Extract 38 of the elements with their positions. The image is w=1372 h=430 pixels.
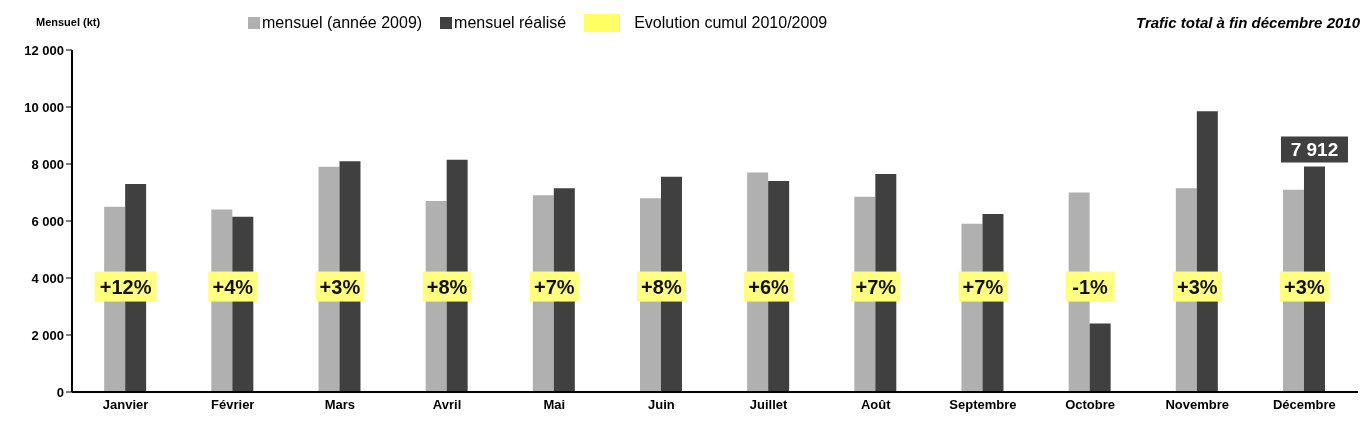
annotation: +7%	[962, 275, 1004, 298]
x-tick-label: Octobre	[1065, 397, 1116, 413]
y-axis-title: Mensuel (kt)	[36, 16, 101, 28]
x-tick-label: Juillet	[749, 397, 789, 413]
legend-label: mensuel (année 2009)	[262, 14, 423, 32]
x-tick-label: Février	[211, 397, 255, 413]
x-tick-label: Juin	[648, 397, 675, 413]
annotation: +6%	[748, 275, 790, 298]
data-label: 7 912	[1290, 138, 1339, 160]
annotation: +12%	[99, 275, 152, 298]
y-tick-label: 8 000	[31, 156, 64, 172]
annotation: +4%	[212, 275, 254, 298]
x-tick-label: Novembre	[1165, 397, 1230, 413]
x-tick-label: Août	[860, 397, 892, 413]
x-tick-label: Décembre	[1272, 397, 1336, 413]
chart-title: Trafic total à fin décembre 2010	[1136, 14, 1360, 31]
annotation: +7%	[855, 275, 897, 298]
annotation: +8%	[641, 275, 682, 298]
y-tick-label: 10 000	[24, 99, 64, 115]
bar	[1089, 323, 1111, 392]
annotation: +7%	[533, 275, 575, 298]
y-tick-label: 0	[56, 384, 64, 400]
legend-label: mensuel réalisé	[454, 14, 567, 32]
y-tick-label: 12 000	[24, 42, 64, 58]
x-tick-label: Mai	[543, 397, 566, 413]
annotation: -1%	[1072, 275, 1109, 298]
text: Evolution cumul 2010/2009	[634, 14, 828, 32]
annotation: +3%	[1176, 275, 1218, 298]
y-tick-label: 6 000	[31, 213, 64, 229]
x-tick-label: Avril	[432, 397, 462, 413]
y-tick-label: 4 000	[31, 270, 64, 286]
x-tick-label: Septembre	[949, 397, 1017, 413]
y-tick-label: 2 000	[31, 327, 64, 343]
annotation: +3%	[1284, 275, 1325, 298]
annotation: +8%	[426, 275, 468, 298]
annotation: +3%	[319, 275, 361, 298]
x-tick-label: Janvier	[102, 397, 149, 413]
x-tick-label: Mars	[324, 397, 356, 413]
